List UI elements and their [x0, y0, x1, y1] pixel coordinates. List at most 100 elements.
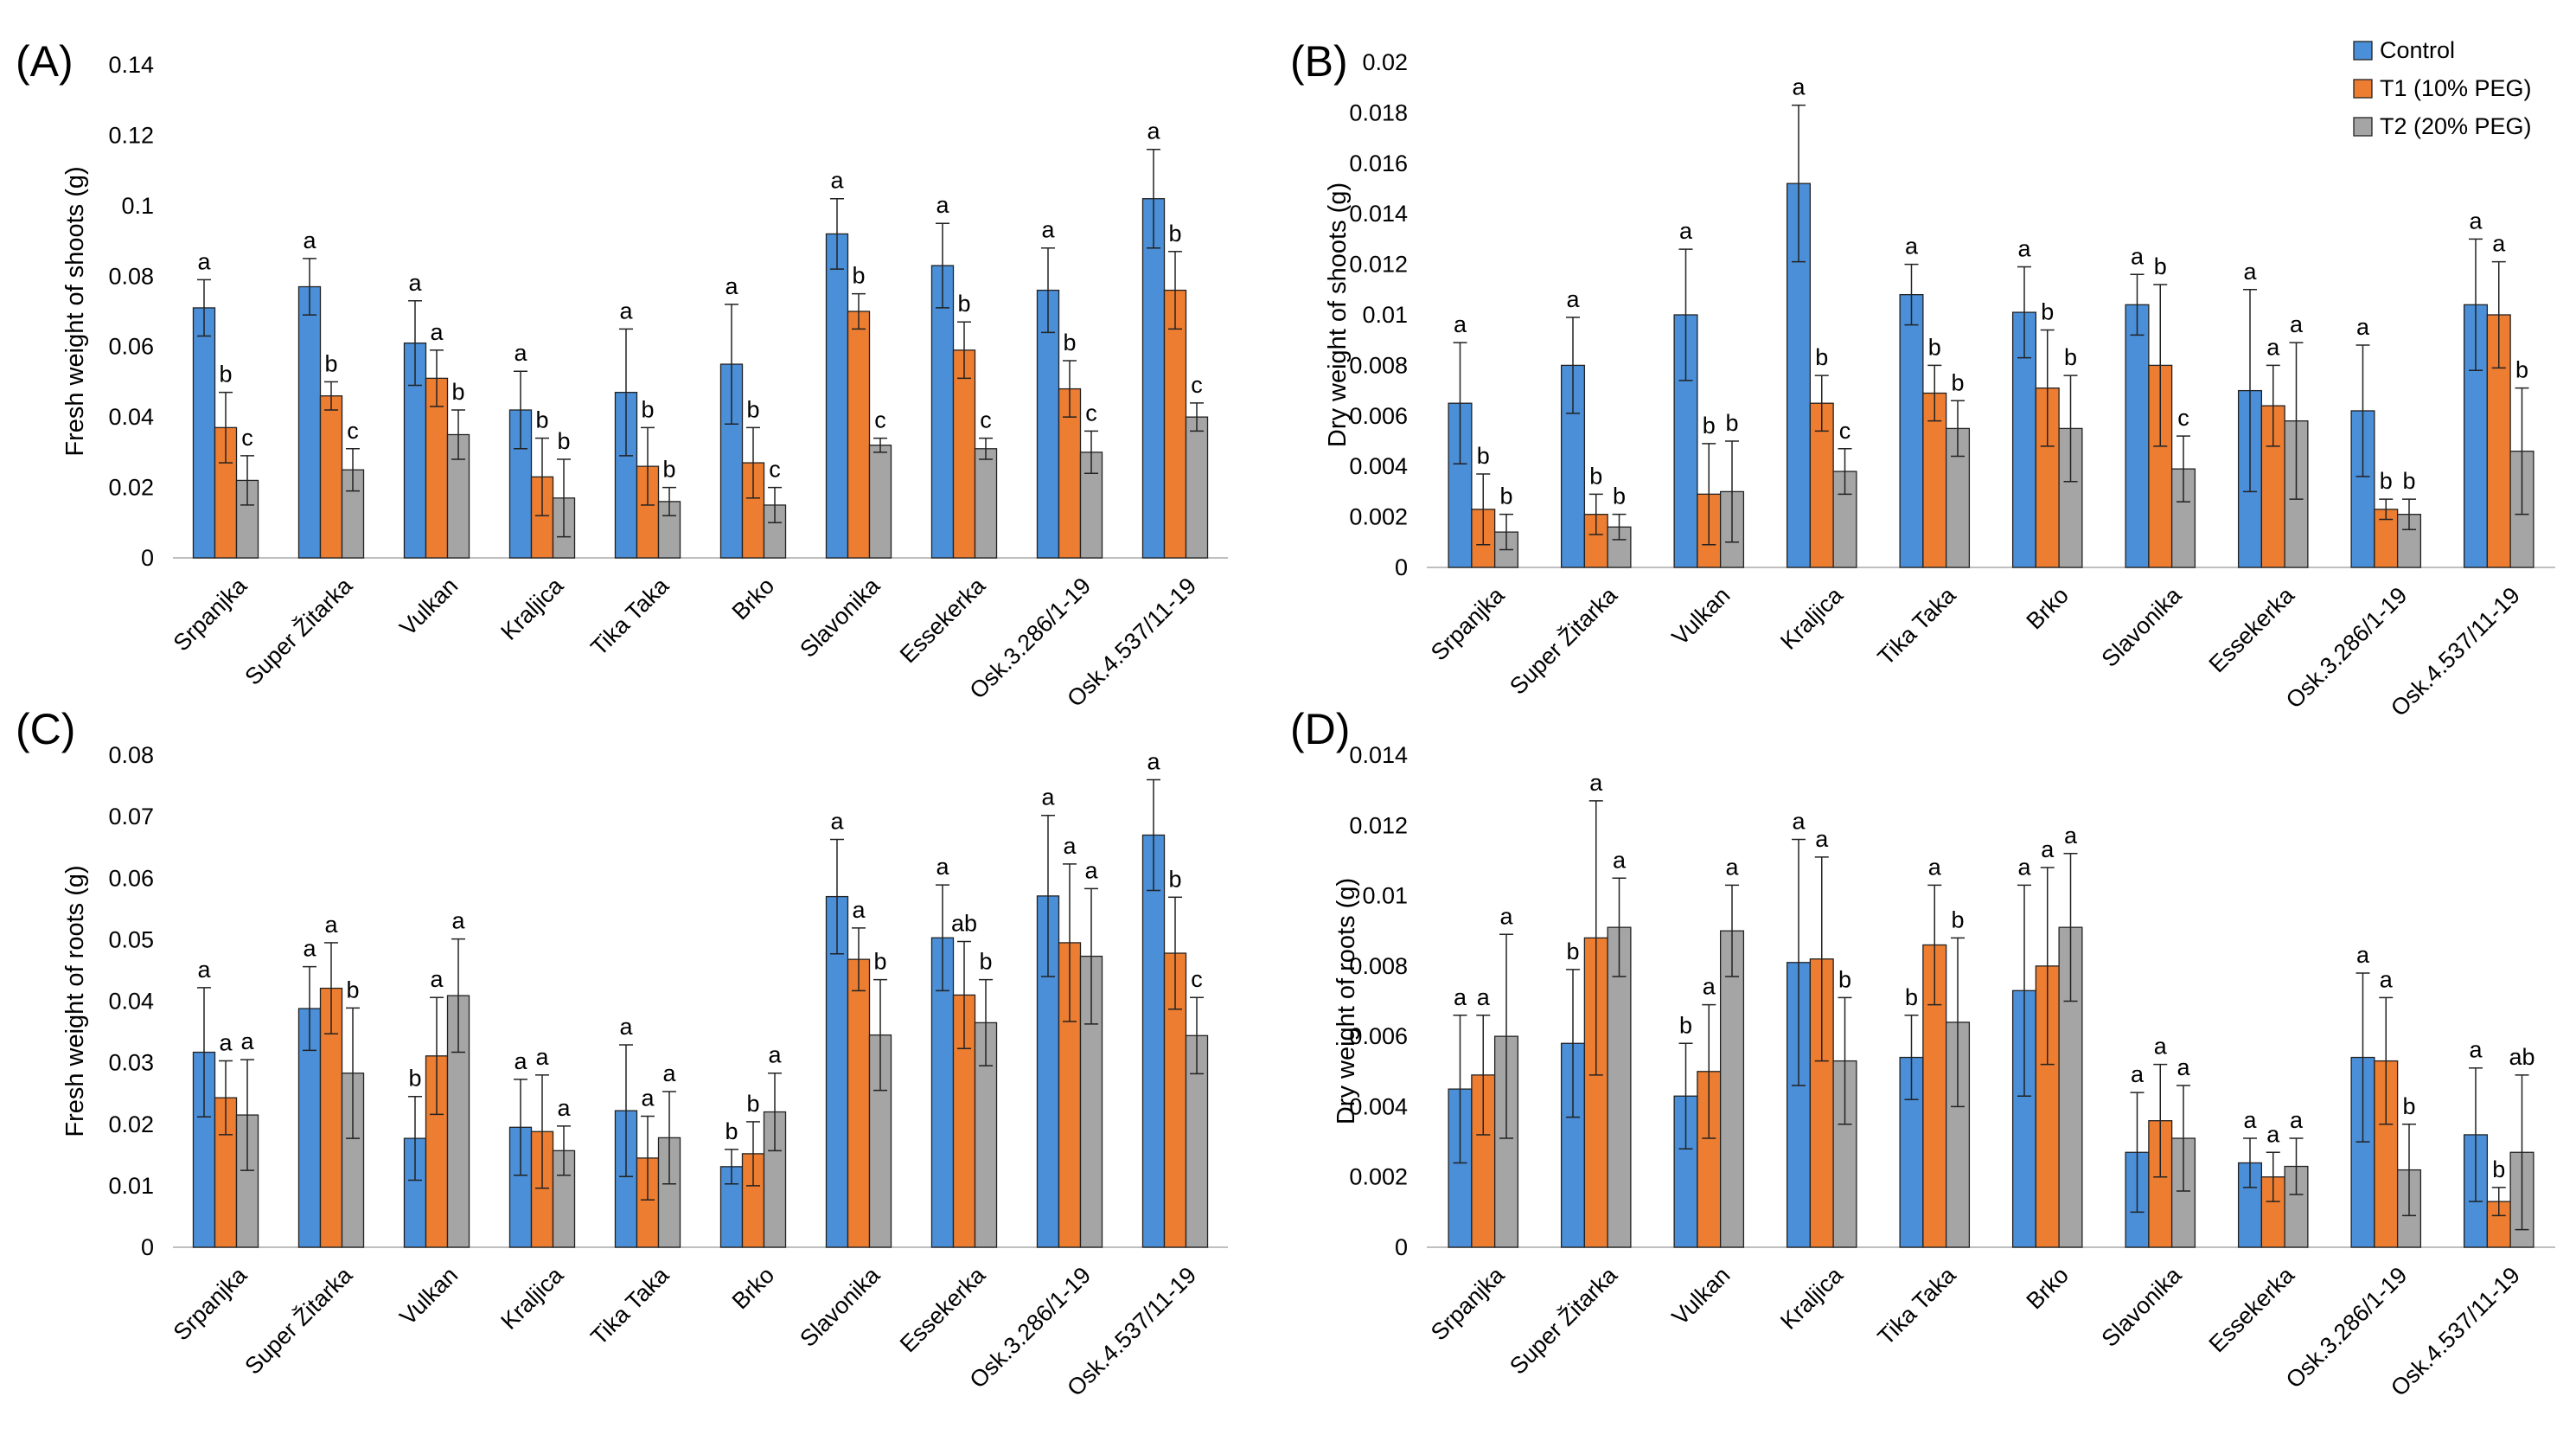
y-tick-label: 0.014: [1349, 201, 1408, 227]
significance-letter: ab: [2509, 1044, 2534, 1070]
significance-letter: a: [1084, 857, 1098, 883]
y-axis-title: Dry weight of shoots (g): [1324, 183, 1352, 447]
bar-a-essekerka-s3: [975, 449, 997, 558]
legend-label-1: Control: [2380, 37, 2455, 63]
significance-letter: a: [2492, 231, 2506, 257]
significance-letter: b: [662, 457, 675, 483]
significance-letter: b: [1951, 369, 1964, 395]
x-category-label: Super Žitarka: [1504, 581, 1622, 700]
panel-label-c: (C): [16, 705, 75, 753]
significance-letter: b: [725, 1118, 738, 1144]
x-category-label: Kraljica: [495, 1261, 569, 1335]
significance-letter: b: [746, 1091, 759, 1117]
x-category-label: Slavonika: [2096, 581, 2187, 672]
significance-letter: a: [1499, 903, 1513, 929]
bar-a-slavonika-s2: [847, 311, 869, 558]
significance-letter: b: [1168, 866, 1181, 892]
significance-letter: a: [936, 854, 949, 880]
significance-letter: a: [830, 808, 844, 834]
panel-b-shoot-dry-weight: (B)00.0020.0040.0060.0080.010.0120.0140.…: [1290, 37, 2555, 721]
significance-letter: a: [2041, 836, 2055, 862]
x-category-label: Srpanjka: [1426, 581, 1510, 665]
y-tick-label: 0.06: [108, 334, 154, 360]
x-category-label: Vulkan: [394, 1262, 463, 1330]
y-axis-title: Fresh weight of roots (g): [61, 865, 89, 1137]
x-category-label: Brko: [2022, 1262, 2074, 1314]
y-tick-label: 0.12: [108, 122, 154, 148]
y-tick-label: 0.07: [108, 804, 154, 829]
significance-letter: b: [219, 362, 232, 387]
significance-letter: a: [1454, 311, 1467, 337]
x-category-label: Essekerka: [895, 572, 991, 668]
panel-label-b: (B): [1290, 37, 1348, 86]
significance-letter: a: [1815, 826, 1829, 852]
significance-letter: c: [1839, 418, 1851, 444]
significance-letter: a: [2356, 942, 2370, 968]
y-tick-label: 0.05: [108, 926, 154, 952]
significance-letter: a: [1792, 74, 1806, 100]
significance-letter: a: [1792, 809, 1806, 835]
significance-letter: c: [1085, 400, 1097, 426]
y-tick-label: 0.1: [121, 193, 154, 219]
significance-letter: b: [2041, 299, 2054, 325]
significance-letter: a: [2243, 259, 2257, 285]
x-category-label: Kraljica: [495, 572, 569, 645]
significance-letter: c: [241, 425, 253, 451]
bar-a-super-itarka-s2: [320, 396, 342, 558]
significance-letter: b: [1815, 344, 1828, 370]
x-category-label: Vulkan: [1667, 1262, 1735, 1330]
significance-letter: b: [1725, 410, 1738, 436]
significance-letter: b: [451, 379, 464, 405]
x-category-label: Slavonika: [2096, 1261, 2187, 1352]
significance-letter: b: [1679, 1012, 1692, 1038]
significance-letter: a: [2356, 314, 2370, 340]
significance-letter: a: [2380, 966, 2394, 992]
significance-letter: a: [2469, 208, 2483, 234]
y-tick-label: 0.04: [108, 989, 154, 1015]
significance-letter: b: [346, 977, 359, 1002]
significance-letter: b: [1905, 984, 1918, 1010]
significance-letter: a: [1063, 833, 1077, 859]
x-category-label: Slavonika: [795, 572, 885, 663]
x-category-label: Essekerka: [2204, 581, 2300, 677]
legend-swatch-3: [2354, 118, 2372, 136]
significance-letter: a: [219, 1029, 233, 1055]
significance-letter: a: [2469, 1037, 2483, 1063]
x-category-label: Super Žitarka: [1504, 1261, 1622, 1380]
significance-letter: a: [430, 966, 444, 992]
panel-a-shoot-fresh-weight: (A) 0 0.02 0.04 0.06 0.08 0.1 0.12 0.14 Fresh wei…: [16, 37, 1228, 712]
x-category-label: Brko: [727, 1262, 779, 1314]
x-category-label: Super Žitarka: [240, 1261, 358, 1380]
bar-c-slavonika-s2: [847, 959, 869, 1247]
significance-letter: a: [2154, 1034, 2168, 1060]
y-tick-label: 0.02: [1362, 49, 1408, 75]
significance-letter: a: [514, 1048, 527, 1074]
x-category-label: Kraljica: [1775, 1261, 1849, 1335]
significance-letter: b: [1951, 906, 1964, 932]
panel-label-d: (D): [1290, 705, 1350, 753]
y-tick-label: 0.02: [108, 475, 154, 501]
significance-letter: a: [768, 1042, 782, 1068]
significance-letter: b: [1613, 484, 1626, 509]
significance-letter: a: [2266, 1121, 2280, 1147]
significance-letter: a: [1928, 854, 1942, 880]
significance-letter: a: [2176, 1054, 2190, 1080]
x-category-label: Essekerka: [895, 1261, 991, 1357]
significance-letter: b: [324, 350, 337, 376]
significance-letter: b: [979, 949, 992, 975]
y-axis-title: Dry weight of roots (g): [1333, 878, 1360, 1124]
significance-letter: b: [2515, 357, 2528, 383]
bar-b-slavonika-s1: [2125, 304, 2149, 567]
significance-letter: a: [2064, 823, 2078, 849]
bar-a-essekerka-s2: [953, 350, 975, 558]
significance-letter: b: [957, 291, 970, 317]
significance-letter: c: [874, 407, 886, 433]
significance-letter: b: [1477, 443, 1490, 469]
significance-letter: b: [557, 428, 570, 454]
x-category-label: Tika Taka: [1873, 1261, 1962, 1350]
significance-letter: a: [1589, 770, 1603, 796]
significance-letter: a: [535, 1044, 549, 1070]
significance-letter: c: [1191, 966, 1203, 992]
significance-letter: a: [1041, 785, 1055, 810]
significance-letter: a: [1041, 217, 1055, 243]
